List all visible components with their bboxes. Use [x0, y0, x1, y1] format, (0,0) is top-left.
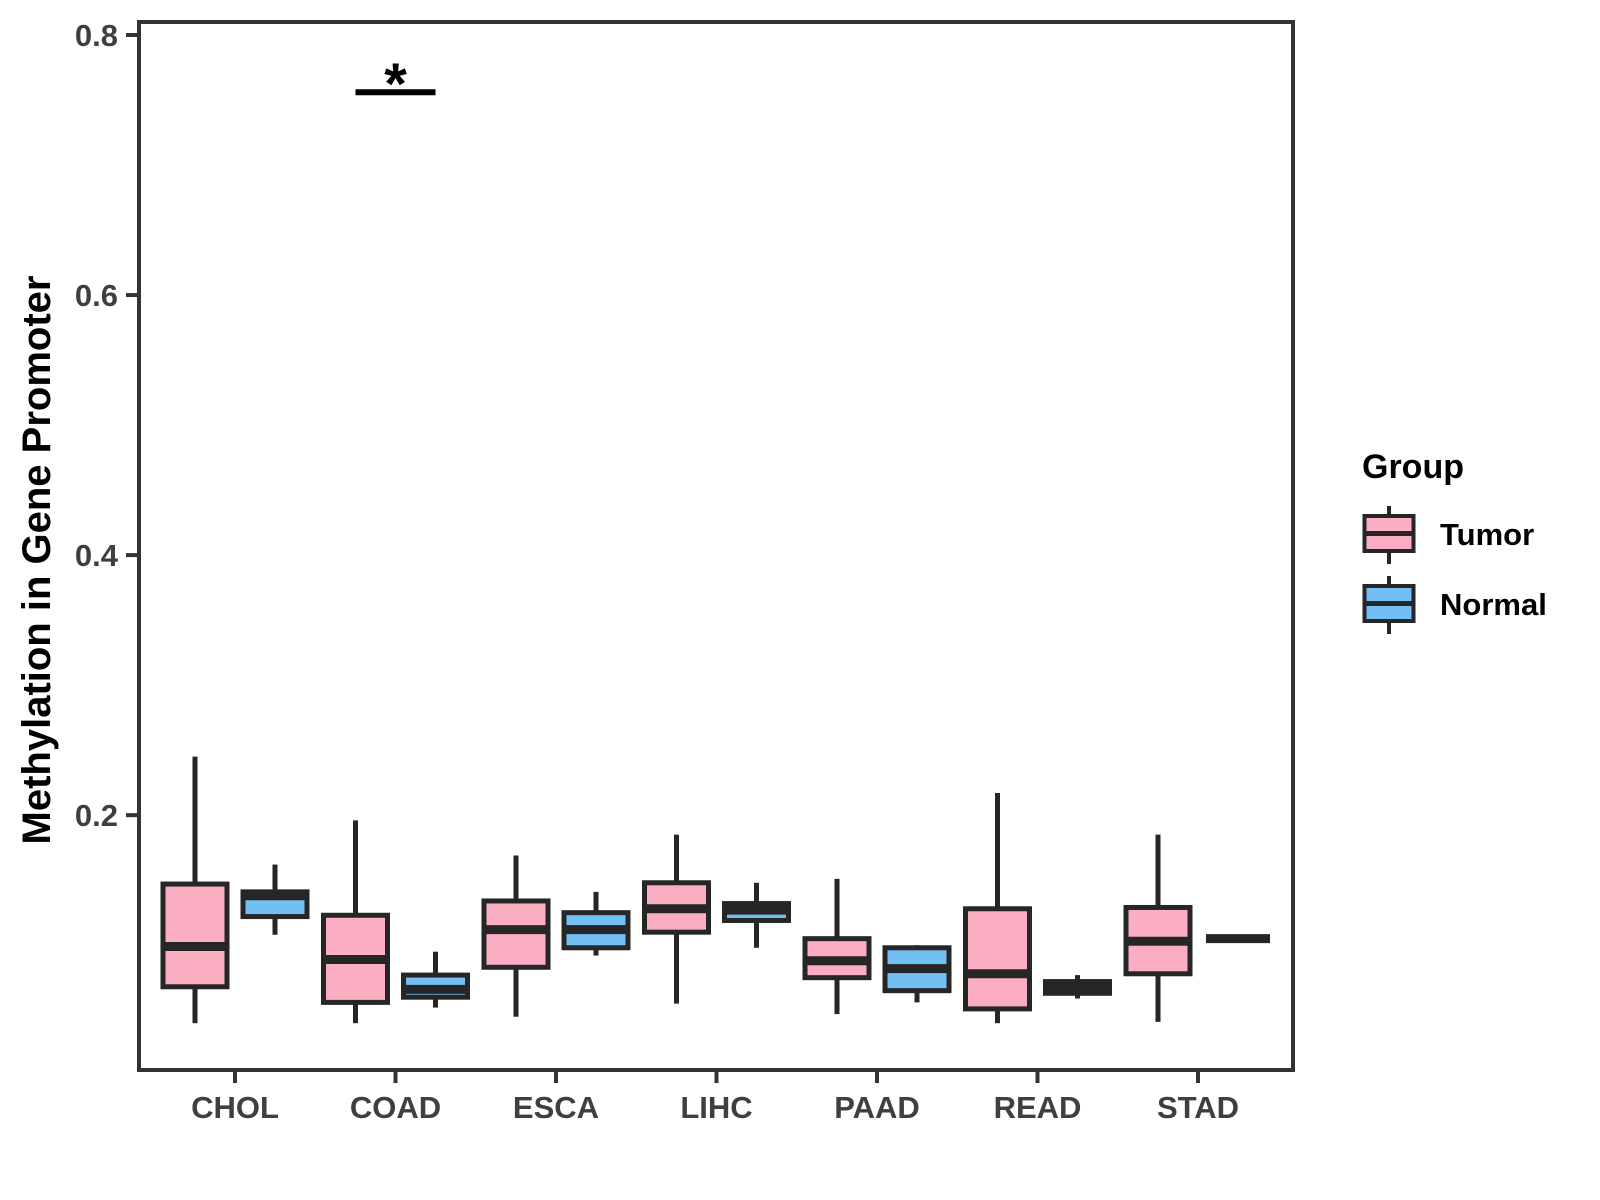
- box-rect: [481, 898, 551, 970]
- boxplot-key-icon-normal: [1362, 576, 1416, 634]
- boxplot-stad-tumor: [1123, 834, 1193, 1022]
- x-tick-label-esca: ESCA: [513, 1090, 599, 1125]
- boxplot-coad-tumor: [321, 820, 390, 1024]
- boxplot-paad-tumor: [802, 878, 872, 1015]
- y-tick-label: 0.2: [75, 798, 118, 833]
- legend-title: Group: [1362, 448, 1464, 486]
- boxplot-lihc-normal: [722, 882, 791, 948]
- box-rect: [160, 881, 230, 990]
- boxplot-coad-normal: [401, 951, 470, 1008]
- y-tick-label: 0.6: [75, 278, 118, 313]
- boxplot-esca-normal: [561, 891, 631, 956]
- boxplot-chol-normal: [240, 864, 310, 935]
- legend-item-tumor: Tumor: [1362, 506, 1600, 564]
- boxplot-read-tumor: [963, 793, 1032, 1024]
- y-tick-label: 0.8: [75, 18, 118, 53]
- x-tick-label-lihc: LIHC: [680, 1090, 752, 1125]
- y-tick-label: 0.4: [75, 538, 119, 573]
- x-tick-label-read: READ: [994, 1090, 1082, 1125]
- significance-star: *: [384, 52, 407, 117]
- box-rect: [963, 906, 1032, 1012]
- legend-item-normal: Normal: [1362, 576, 1600, 634]
- boxplot-paad-normal: [882, 945, 952, 1003]
- x-tick-label-paad: PAAD: [834, 1090, 920, 1125]
- x-tick-label-chol: CHOL: [191, 1090, 279, 1125]
- boxplot-lihc-tumor: [642, 834, 711, 1004]
- legend: Group Tumor Normal: [1362, 448, 1600, 646]
- boxplot-esca-tumor: [481, 855, 551, 1017]
- boxplot-chol-tumor: [160, 756, 230, 1024]
- boxplot-key-icon-tumor: [1362, 506, 1416, 564]
- legend-label-normal: Normal: [1440, 587, 1547, 622]
- panel-border: [137, 20, 1295, 1072]
- x-tick-label-stad: STAD: [1157, 1090, 1239, 1125]
- x-tick-label-coad: COAD: [350, 1090, 441, 1125]
- y-axis-title: Methylation in Gene Promoter: [15, 275, 59, 845]
- legend-label-tumor: Tumor: [1440, 517, 1535, 552]
- boxplot-read-normal: [1043, 975, 1112, 999]
